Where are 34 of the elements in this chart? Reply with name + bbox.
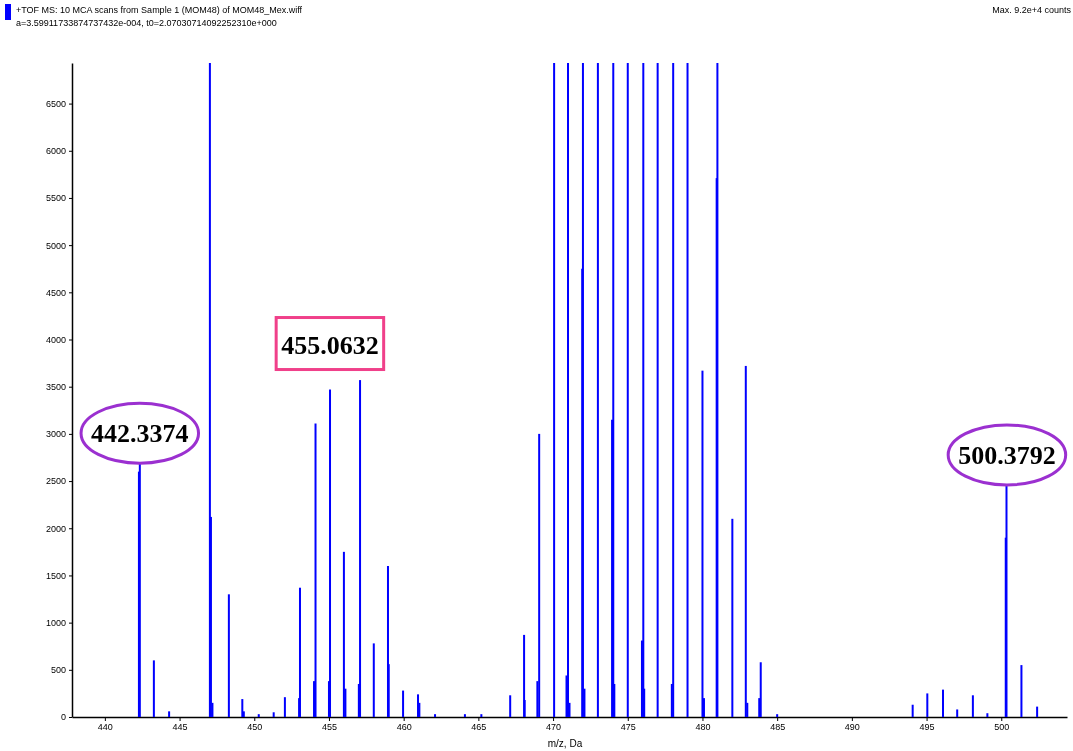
x-tick-label: 440 — [97, 722, 113, 733]
y-tick-label: 3500 — [45, 382, 66, 393]
y-tick-label: 2000 — [45, 523, 66, 534]
annotation: 455.0632 — [281, 330, 379, 360]
chart-subtitle: a=3.59911733874737432e-004, t0=2.07030714092252310e+000 — [16, 18, 277, 28]
y-tick-label: 1000 — [45, 618, 66, 629]
y-tick-label: 5000 — [45, 240, 66, 251]
x-tick-label: 445 — [172, 722, 188, 733]
x-tick-label: 485 — [770, 722, 786, 733]
y-tick-label: 2500 — [45, 476, 66, 487]
chart-title: +TOF MS: 10 MCA scans from Sample 1 (MOM48) of MOM48_Mex.wiff — [16, 5, 303, 15]
annotation: 442.3374 — [91, 419, 189, 449]
x-tick-label: 465 — [471, 722, 487, 733]
x-tick-label: 490 — [844, 722, 860, 733]
y-tick-label: 0 — [60, 712, 66, 723]
y-tick-label: 1500 — [45, 570, 66, 581]
x-tick-label: 470 — [546, 722, 562, 733]
x-tick-label: 455 — [321, 722, 337, 733]
y-tick-label: 3000 — [45, 429, 66, 440]
x-axis-title: m/z, Da — [547, 738, 583, 749]
text: Max. 9.2e+4 counts — [992, 5, 1072, 15]
x-tick-label: 475 — [620, 722, 636, 733]
y-tick-label: 4500 — [45, 287, 66, 298]
x-tick-label: 460 — [396, 722, 412, 733]
x-tick-label: 495 — [919, 722, 935, 733]
y-tick-label: 6000 — [45, 146, 66, 157]
y-tick-label: 4000 — [45, 334, 66, 345]
x-tick-label: 450 — [247, 722, 263, 733]
y-tick-label: 5500 — [45, 193, 66, 204]
x-tick-label: 480 — [695, 722, 711, 733]
annotation: 500.3792 — [958, 440, 1056, 470]
y-tick-label: 500 — [50, 665, 66, 676]
y-tick-label: 6500 — [45, 98, 66, 109]
x-tick-label: 500 — [994, 722, 1010, 733]
